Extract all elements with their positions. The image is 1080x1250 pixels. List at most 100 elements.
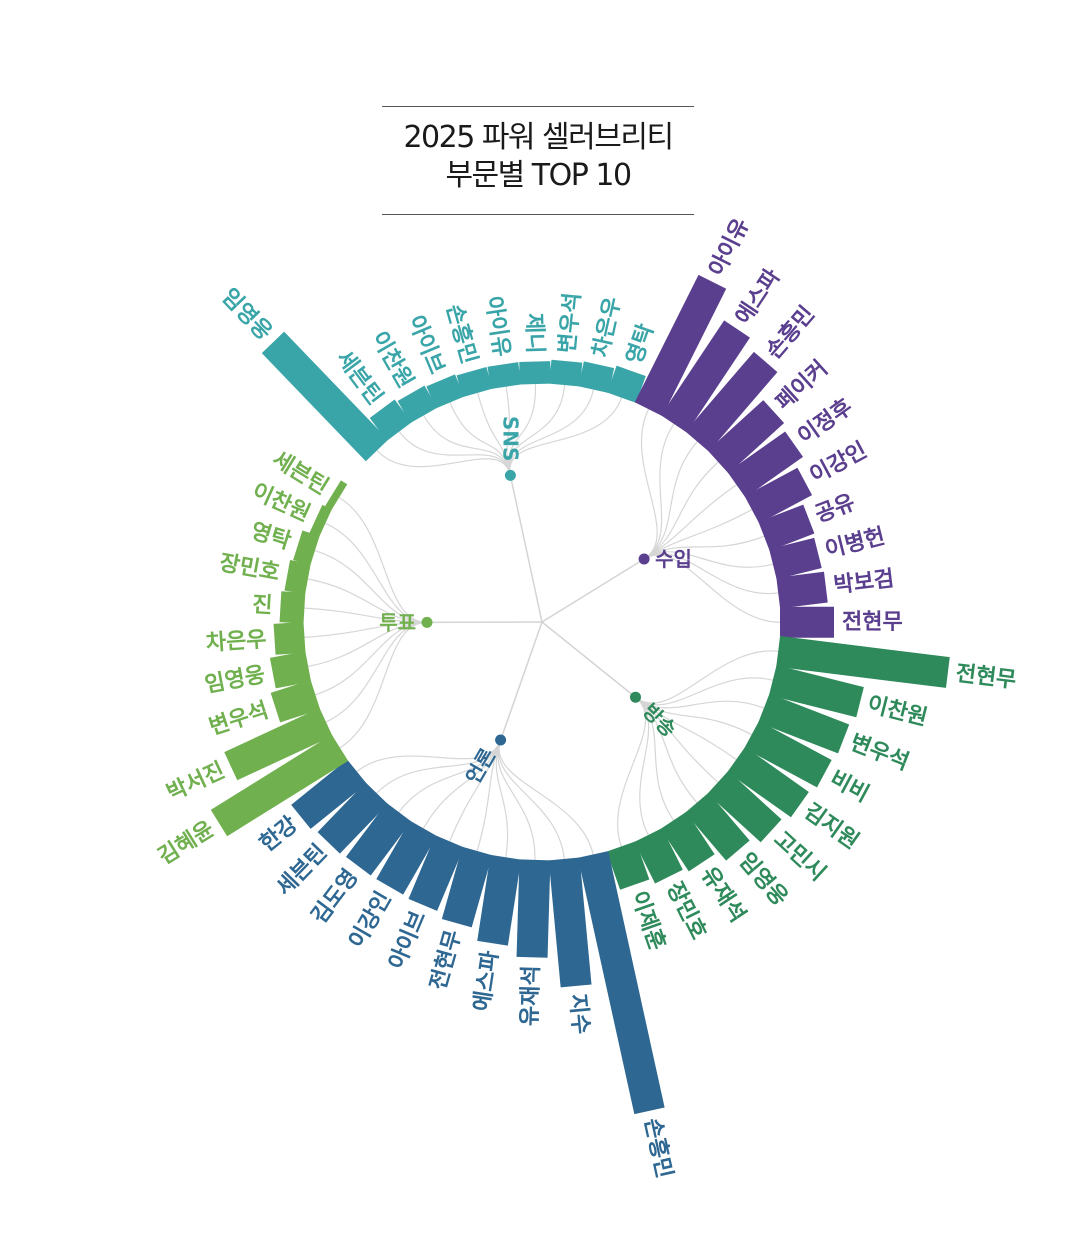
- bar: [519, 361, 551, 385]
- connector-line: [508, 385, 566, 476]
- bar-label: 이강인: [345, 888, 397, 953]
- connector-line: [643, 554, 781, 623]
- bar-label: 손흥민: [441, 302, 482, 367]
- bar-label: 차은우: [205, 627, 267, 656]
- bar-label: 제니: [521, 313, 547, 354]
- bar: [408, 835, 464, 911]
- hub-label: 수입: [655, 547, 692, 571]
- hub-label: 투표: [379, 610, 416, 634]
- connector-line: [307, 578, 428, 624]
- bar: [606, 841, 650, 890]
- connector-line: [304, 621, 428, 638]
- connector-line: [635, 696, 752, 736]
- connector-line: [643, 461, 719, 560]
- bar: [224, 707, 333, 781]
- bar-label: 에스파: [470, 948, 504, 1013]
- bar-label: 아이유: [705, 215, 755, 280]
- connector-line: [339, 621, 428, 749]
- connector-line: [398, 431, 511, 476]
- bar-label: 손흥민: [761, 302, 820, 364]
- bar-label: 장민호: [217, 551, 281, 587]
- bar-label: 한강: [255, 812, 302, 857]
- bar: [324, 480, 348, 511]
- bar: [758, 504, 815, 551]
- bar: [397, 385, 438, 424]
- connector-line: [640, 408, 658, 560]
- bar-label: 변우석: [847, 730, 913, 775]
- connector-line: [495, 739, 509, 858]
- connector-line: [314, 550, 428, 624]
- bar-label: 아이브: [385, 907, 432, 973]
- bar-label: 손흥민: [639, 1116, 676, 1181]
- bar-label: 박보검: [832, 566, 895, 598]
- bar: [707, 770, 782, 843]
- bar: [707, 400, 785, 474]
- bar: [685, 792, 750, 861]
- connector-line: [635, 677, 773, 706]
- bar: [516, 859, 551, 958]
- bar: [578, 361, 615, 393]
- bar: [261, 331, 389, 462]
- connector-line: [423, 415, 511, 476]
- connector-line: [635, 696, 650, 836]
- connector-lines: [304, 384, 781, 860]
- bar: [369, 399, 412, 441]
- bar-label: 전현무: [954, 661, 1017, 693]
- bar: [441, 846, 493, 928]
- bar: [456, 367, 493, 398]
- connector-line: [498, 739, 594, 855]
- bar: [273, 621, 306, 655]
- bar-label: 박서진: [163, 758, 229, 806]
- connector-line: [398, 739, 502, 813]
- bar-label: 진: [252, 593, 274, 619]
- connector-line: [315, 621, 428, 696]
- hub-dot: [421, 616, 433, 628]
- bar: [577, 851, 665, 1115]
- bar-label: 비비: [825, 766, 872, 807]
- bar-label: 영탁: [248, 519, 294, 555]
- bar-label: 이제훈: [626, 888, 670, 954]
- connector-line: [325, 522, 428, 624]
- connector-line: [376, 450, 511, 476]
- bar: [426, 374, 465, 409]
- connector-line: [643, 484, 737, 560]
- hub-spoke-line: [509, 475, 543, 623]
- bar-label: 영탁: [622, 321, 659, 368]
- hub-spokes: [426, 475, 645, 741]
- bar: [776, 571, 828, 609]
- connector-line: [643, 535, 765, 560]
- hub-spoke-line: [541, 558, 645, 623]
- bar: [270, 679, 321, 723]
- bar: [634, 274, 727, 417]
- bar: [269, 651, 312, 689]
- bar: [685, 351, 778, 452]
- bar: [779, 606, 835, 638]
- bar-label: 이정후: [793, 394, 857, 449]
- bar: [660, 320, 750, 433]
- connector-line: [497, 739, 536, 860]
- connector-line: [643, 553, 779, 595]
- bar: [279, 591, 306, 624]
- bar-group: [210, 274, 950, 1115]
- bar: [291, 759, 367, 829]
- connector-line: [635, 696, 765, 709]
- bar-label: 변우석: [555, 292, 586, 355]
- bar: [345, 802, 412, 876]
- connector-line: [338, 496, 428, 624]
- bar: [768, 665, 864, 718]
- hub-dot: [504, 469, 516, 481]
- bar: [634, 828, 683, 884]
- bar-label: 차은우: [589, 295, 627, 360]
- hub-spoke-line: [541, 621, 636, 698]
- connector-line: [376, 739, 502, 794]
- hub-spoke-line: [499, 621, 543, 741]
- bar-label: 에스파: [731, 264, 786, 329]
- bar: [744, 467, 813, 524]
- connector-line: [643, 551, 774, 568]
- bar-label: 김지원: [799, 799, 863, 854]
- bar: [477, 854, 522, 946]
- chart-title-line-2: 부문별 TOP 10: [445, 158, 632, 193]
- connector-line: [635, 696, 675, 821]
- bar-label: 공유: [812, 490, 859, 528]
- bar: [376, 820, 437, 895]
